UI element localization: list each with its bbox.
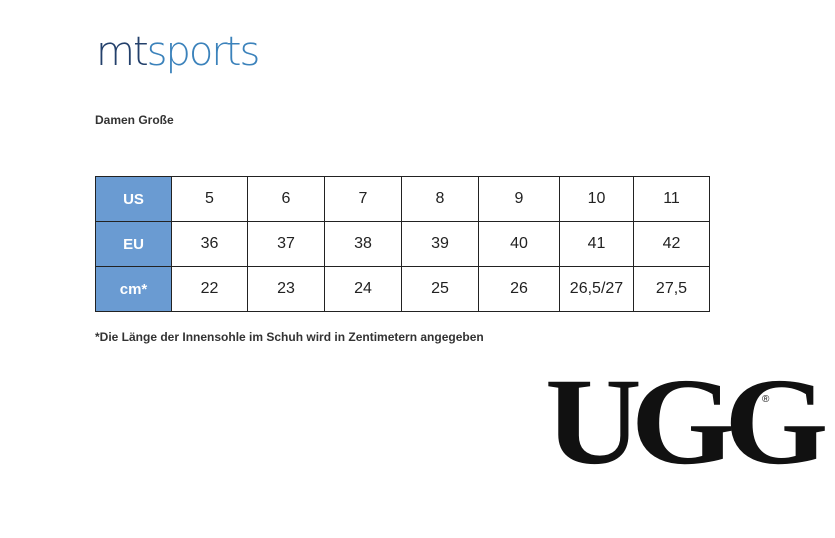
size-cell: 7 — [324, 176, 402, 222]
size-cell: 5 — [171, 176, 248, 222]
logo-sports: sports — [146, 29, 261, 75]
size-cell: 26 — [478, 266, 560, 312]
table-row: US 5 6 7 8 9 10 11 — [95, 176, 710, 222]
registered-mark: ® — [762, 394, 770, 405]
size-cell: 26,5/27 — [559, 266, 634, 312]
size-cell: 24 — [324, 266, 402, 312]
size-cell: 25 — [401, 266, 479, 312]
heading: Damen Große — [95, 113, 174, 127]
brand-logo: UGG — [545, 353, 828, 490]
size-cell: 38 — [324, 221, 402, 267]
row-header: US — [95, 176, 172, 222]
logo: mtsports — [96, 28, 261, 76]
size-table: US 5 6 7 8 9 10 11 EU 36 37 38 39 40 41 42 cm* 22 23 24 25 26… — [95, 176, 710, 312]
size-cell: 41 — [559, 221, 634, 267]
size-cell: 8 — [401, 176, 479, 222]
table-body: US 5 6 7 8 9 10 11 EU 36 37 38 39 40 41 42 cm* 22 23 24 25 26… — [95, 176, 710, 312]
row-header: cm* — [95, 266, 172, 312]
size-cell: 36 — [171, 221, 248, 267]
row-header: EU — [95, 221, 172, 267]
size-cell: 27,5 — [633, 266, 710, 312]
size-cell: 39 — [401, 221, 479, 267]
size-cell: 11 — [633, 176, 710, 222]
size-cell: 10 — [559, 176, 634, 222]
table-row: EU 36 37 38 39 40 41 42 — [95, 221, 710, 267]
size-cell: 23 — [247, 266, 325, 312]
size-cell: 42 — [633, 221, 710, 267]
logo-mt: mt — [96, 29, 149, 75]
size-cell: 9 — [478, 176, 560, 222]
size-cell: 22 — [171, 266, 248, 312]
size-cell: 40 — [478, 221, 560, 267]
size-cell: 37 — [247, 221, 325, 267]
footnote: *Die Länge der Innensohle im Schuh wird … — [95, 330, 484, 344]
size-cell: 6 — [247, 176, 325, 222]
table-row: cm* 22 23 24 25 26 26,5/27 27,5 — [95, 266, 710, 312]
